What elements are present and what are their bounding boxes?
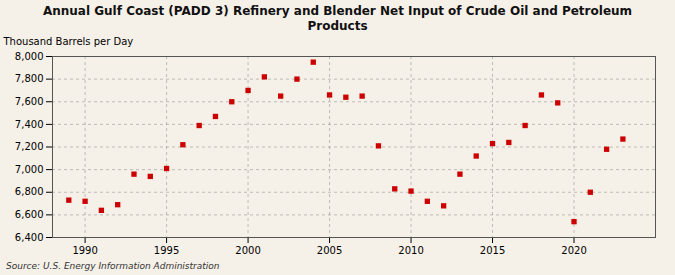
svg-text:2005: 2005 (317, 245, 342, 256)
svg-text:2015: 2015 (480, 245, 505, 256)
html-text:Source: U.S. Energy Informatio: Source: U.S. Energy Information Administ… (6, 261, 220, 271)
svg-text:2020: 2020 (561, 245, 586, 256)
svg-text:7,000: 7,000 (15, 164, 44, 175)
svg-text:7,400: 7,400 (15, 119, 44, 130)
svg-text:7,600: 7,600 (15, 96, 44, 107)
svg-text:Thousand Barrels per Day: Thousand Barrels per Day (3, 36, 134, 47)
svg-text:6,400: 6,400 (15, 232, 44, 243)
svg-text:6,600: 6,600 (15, 209, 44, 220)
svg-text:7,800: 7,800 (15, 73, 44, 84)
svg-text:1995: 1995 (154, 245, 179, 256)
svg-text:7,200: 7,200 (15, 141, 44, 152)
html-text:Annual Gulf Coast (PADD 3) Ref: Annual Gulf Coast (PADD 3) Refinery and … (42, 4, 633, 33)
svg-text:1990: 1990 (72, 245, 97, 256)
svg-text:2000: 2000 (235, 245, 260, 256)
svg-text:6,800: 6,800 (15, 186, 44, 197)
svg-text:8,000: 8,000 (15, 51, 44, 62)
svg-text:2010: 2010 (398, 245, 423, 256)
